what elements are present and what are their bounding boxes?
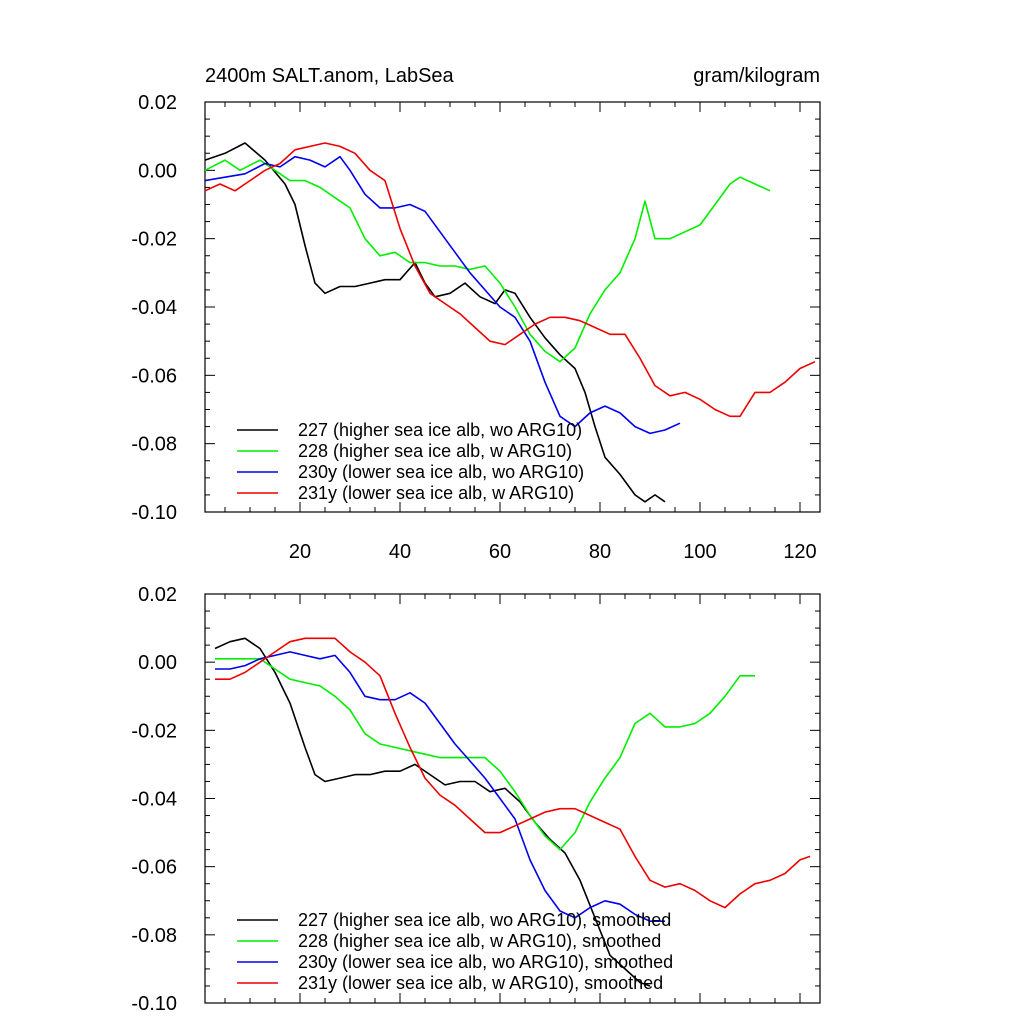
- x-tick-label: 120: [783, 541, 816, 563]
- x-tick-label: 60: [489, 541, 511, 563]
- y-tick-label: -0.04: [131, 297, 177, 319]
- top-plot: 0.02 0.00 -0.02 -0.04 -0.06 -0.08 -0.10 20 40 60 8…: [131, 92, 821, 563]
- y-tick-label: -0.02: [131, 720, 177, 742]
- y-tick-label: -0.04: [131, 789, 177, 811]
- y-tick-label: -0.08: [131, 434, 177, 456]
- series-line-0: [204, 142, 666, 503]
- legend-label: 227 (higher sea ice alb, wo ARG10), smoo…: [298, 910, 671, 930]
- y-tick-label: 0.02: [138, 92, 177, 114]
- y-tick-label: -0.10: [131, 993, 177, 1015]
- y-tick-label: -0.08: [131, 925, 177, 947]
- series-line-1: [204, 159, 771, 363]
- x-tick-label: 80: [589, 541, 611, 563]
- legend-label: 228 (higher sea ice alb, w ARG10), smoot…: [298, 931, 661, 951]
- legend-label: 231y (lower sea ice alb, w ARG10), smoot…: [298, 973, 663, 993]
- x-tick-label: 20: [289, 541, 311, 563]
- legend-label: 227 (higher sea ice alb, wo ARG10): [298, 420, 582, 440]
- chart-units: gram/kilogram: [693, 65, 820, 87]
- x-tick-label: 40: [389, 541, 411, 563]
- y-tick-label: 0.02: [138, 584, 177, 606]
- legend-label: 231y (lower sea ice alb, w ARG10): [298, 483, 574, 503]
- y-tick-label: -0.06: [131, 365, 177, 387]
- y-tick-label: 0.00: [138, 652, 177, 674]
- legend-label: 230y (lower sea ice alb, wo ARG10), smoo…: [298, 952, 673, 972]
- y-tick-label: -0.06: [131, 857, 177, 879]
- series-line-1: [215, 658, 755, 851]
- legend-label: 230y (lower sea ice alb, wo ARG10): [298, 462, 584, 482]
- series-line-0: [214, 637, 651, 987]
- chart-title: 2400m SALT.anom, LabSea: [205, 65, 455, 87]
- legend-label: 228 (higher sea ice alb, w ARG10): [298, 441, 572, 461]
- series-line-2: [215, 651, 665, 922]
- series-line-3: [215, 637, 811, 909]
- bottom-plot: 0.02 0.00 -0.02 -0.04 -0.06 -0.08 -0.10 227 (hi…: [131, 584, 821, 1015]
- y-tick-label: -0.10: [131, 502, 177, 524]
- series-line-2: [204, 155, 681, 435]
- x-tick-label: 100: [683, 541, 716, 563]
- series-line-3: [204, 142, 816, 418]
- y-tick-label: -0.02: [131, 229, 177, 251]
- y-tick-label: 0.00: [138, 160, 177, 182]
